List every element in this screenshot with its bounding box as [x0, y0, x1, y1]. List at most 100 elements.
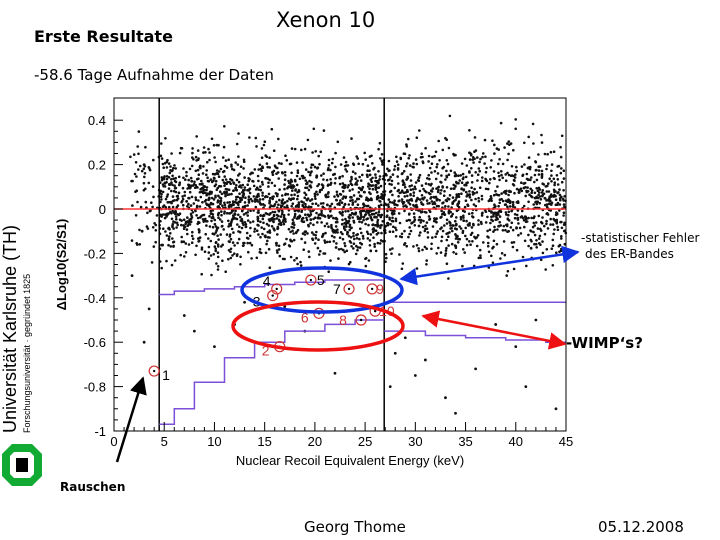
data-point	[524, 194, 527, 198]
data-point	[480, 194, 484, 198]
data-point	[526, 186, 529, 189]
data-point	[431, 155, 434, 159]
data-point	[437, 139, 441, 143]
data-point	[418, 189, 422, 193]
data-point	[451, 212, 455, 216]
data-point	[477, 196, 480, 200]
data-point	[270, 225, 274, 228]
data-point	[232, 203, 235, 206]
data-point	[268, 166, 272, 169]
data-point	[342, 195, 346, 198]
data-point	[450, 242, 454, 246]
data-point	[553, 190, 556, 194]
data-point	[170, 217, 174, 221]
data-point	[547, 190, 551, 193]
data-point	[332, 240, 336, 243]
data-point	[505, 274, 509, 277]
data-point	[492, 211, 496, 215]
data-point	[388, 248, 392, 251]
data-point	[357, 197, 361, 201]
data-point	[186, 187, 189, 190]
data-point	[413, 224, 417, 227]
data-point	[445, 238, 449, 242]
data-point	[164, 197, 168, 201]
data-point	[215, 262, 218, 265]
data-point	[459, 217, 463, 221]
data-point	[252, 184, 256, 188]
data-point	[295, 161, 299, 164]
data-point	[341, 237, 345, 241]
data-point	[552, 188, 556, 192]
data-point	[189, 204, 193, 207]
data-point	[362, 209, 366, 213]
data-point	[264, 154, 268, 157]
data-point	[275, 200, 278, 204]
data-point	[283, 178, 287, 181]
sparse-data-point	[283, 305, 287, 309]
data-point	[343, 186, 347, 189]
er-arrow	[399, 245, 580, 286]
data-point	[533, 242, 536, 246]
data-point	[135, 175, 138, 178]
data-point	[162, 166, 165, 169]
data-point	[560, 226, 564, 230]
data-point	[543, 224, 546, 228]
data-point	[435, 217, 439, 220]
data-point	[259, 167, 263, 171]
data-point	[226, 188, 229, 191]
data-point	[532, 221, 536, 225]
candidate-point	[370, 287, 374, 291]
data-point	[474, 204, 478, 208]
data-point	[154, 240, 157, 244]
data-point	[287, 181, 291, 185]
data-point	[412, 162, 415, 165]
data-point	[263, 140, 267, 143]
data-point	[379, 184, 383, 188]
data-point	[391, 173, 395, 176]
data-point	[461, 229, 465, 233]
data-point	[355, 233, 358, 237]
data-point	[242, 158, 246, 162]
data-point	[394, 219, 398, 223]
data-point	[234, 198, 238, 201]
data-point	[318, 188, 322, 192]
data-point	[402, 152, 406, 155]
data-point	[202, 165, 205, 168]
data-point	[216, 255, 220, 259]
data-point	[430, 162, 434, 165]
data-point	[556, 178, 560, 181]
data-point	[248, 178, 251, 181]
data-point	[521, 255, 525, 259]
data-point	[302, 201, 305, 204]
x-tick-label: 45	[559, 434, 573, 449]
data-point	[243, 186, 247, 189]
data-point	[486, 215, 489, 219]
data-point	[175, 194, 179, 198]
data-point	[189, 176, 193, 180]
data-point	[376, 218, 380, 222]
data-point	[172, 189, 176, 193]
data-point	[228, 212, 231, 215]
data-point	[388, 230, 392, 233]
data-point	[380, 231, 383, 235]
data-point	[146, 227, 150, 230]
data-point	[538, 195, 542, 198]
data-point	[374, 173, 377, 176]
data-point	[551, 223, 555, 226]
data-point	[434, 220, 438, 224]
data-point	[559, 171, 563, 175]
data-point	[230, 227, 234, 231]
data-point	[265, 177, 268, 180]
data-point	[351, 201, 355, 204]
data-point	[347, 221, 350, 225]
data-point	[275, 241, 278, 245]
data-point	[167, 162, 171, 165]
data-point	[266, 165, 270, 169]
y-tick-label: -1	[94, 424, 106, 439]
data-point	[426, 177, 429, 180]
data-point	[492, 193, 496, 197]
data-point	[423, 245, 427, 249]
data-point	[428, 177, 431, 181]
data-point	[507, 213, 510, 217]
data-point	[407, 201, 410, 204]
